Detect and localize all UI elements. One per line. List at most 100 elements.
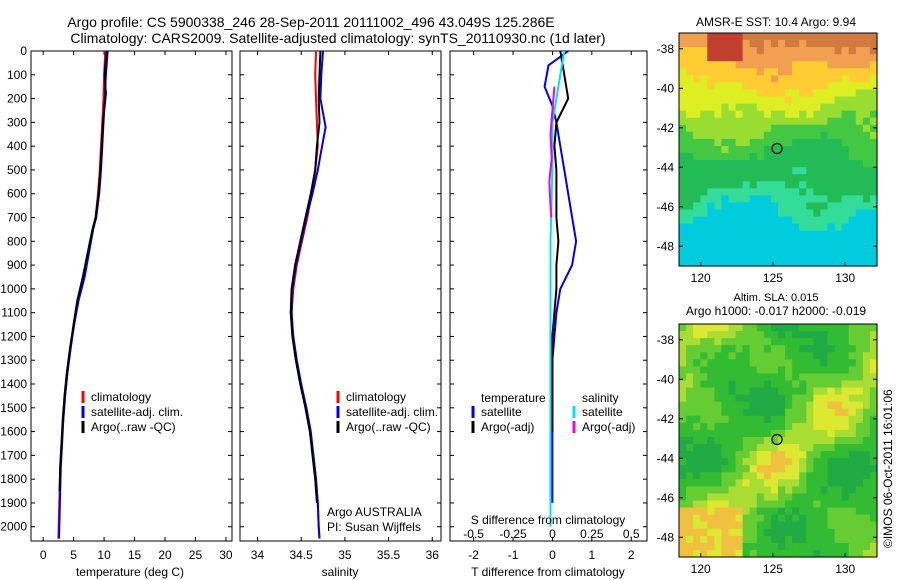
map-cell	[841, 181, 850, 189]
map-cell	[721, 493, 730, 502]
map-cell	[756, 82, 765, 91]
map-cell	[785, 331, 793, 339]
map-cell	[756, 230, 765, 239]
map-cell	[848, 359, 857, 367]
map-cell	[735, 258, 744, 267]
map-cell	[855, 345, 864, 353]
map-cell	[869, 230, 878, 239]
map-cell	[834, 465, 843, 473]
map-cell	[693, 352, 701, 360]
series-line-argo	[58, 50, 108, 492]
map-cell	[749, 258, 758, 267]
map-cell	[693, 331, 701, 339]
map-cell	[686, 535, 694, 544]
map-cell	[799, 202, 807, 211]
map-cell	[763, 542, 772, 551]
map-cell	[770, 89, 779, 98]
map-cell	[792, 345, 800, 353]
map-cell	[792, 373, 800, 382]
map-cell	[869, 244, 878, 253]
map-cell	[763, 514, 772, 523]
map-cell	[770, 181, 779, 189]
map-cell	[785, 40, 793, 48]
map-cell	[714, 380, 723, 389]
map-cell	[869, 436, 878, 445]
map-cell	[862, 33, 871, 41]
map-cell	[735, 535, 744, 544]
map-cell	[693, 422, 701, 431]
map-cell	[848, 444, 857, 452]
map-cell	[707, 415, 715, 424]
map-cell	[735, 237, 744, 246]
map-cell	[792, 61, 800, 69]
map-cell	[714, 167, 723, 175]
map-cell	[728, 380, 737, 389]
map-cell	[700, 82, 708, 91]
map-cell	[827, 209, 836, 218]
map-cell	[785, 209, 793, 218]
map-cell	[721, 373, 730, 382]
map-cell	[735, 359, 744, 367]
map-cell	[728, 408, 737, 417]
t-difference-label: T difference from climatology	[471, 565, 625, 579]
map-cell	[806, 237, 814, 246]
map-cell	[799, 174, 807, 182]
map-cell	[834, 188, 843, 196]
map-cell	[728, 61, 737, 69]
map-cell	[707, 387, 715, 396]
map-cell	[714, 258, 723, 267]
map-cell	[862, 209, 871, 218]
map-cell	[742, 40, 751, 48]
map-cell	[813, 258, 822, 267]
annotation-institution: Argo AUSTRALIA	[327, 505, 422, 519]
map-cell	[693, 415, 701, 424]
map-cell	[841, 138, 850, 147]
map-cell	[792, 153, 800, 161]
map-cell	[735, 422, 744, 431]
map-cell	[799, 444, 807, 452]
map-cell	[827, 138, 836, 147]
map-cell	[763, 167, 772, 175]
map-cell	[686, 47, 694, 55]
map-cell	[813, 331, 822, 339]
map-cell	[679, 345, 687, 353]
map-cell	[756, 174, 765, 182]
map-cell	[813, 444, 822, 452]
map-cell	[778, 486, 786, 495]
map-cell	[707, 195, 715, 204]
map-cell	[735, 458, 744, 466]
map-cell	[827, 493, 836, 502]
map-cell	[721, 237, 730, 246]
map-cell	[749, 387, 758, 396]
map-cell	[841, 174, 850, 182]
map-cell	[855, 145, 864, 154]
map-cell	[679, 444, 687, 452]
map-cell	[841, 216, 850, 225]
map-cell	[813, 451, 822, 459]
map-cell	[679, 75, 687, 84]
map-cell	[806, 493, 814, 502]
map-cell	[827, 458, 836, 466]
map-cell	[799, 422, 807, 431]
lat-tick-label: -38	[657, 42, 675, 56]
map-cell	[770, 535, 779, 544]
map-cell	[827, 167, 836, 175]
map-cell	[862, 89, 871, 98]
map-cell	[749, 167, 758, 175]
map-cell	[707, 542, 715, 551]
map-cell	[763, 408, 772, 417]
map-cell	[742, 507, 751, 516]
map-cell	[813, 422, 822, 431]
x-tick-label: 15	[128, 548, 142, 562]
map-cell	[806, 366, 814, 375]
x-tick-label: 2	[628, 548, 635, 562]
map-cell	[707, 401, 715, 410]
map-cell	[679, 138, 687, 147]
map-cell	[700, 68, 708, 76]
map-cell	[707, 82, 715, 91]
map-cell	[770, 451, 779, 459]
map-cell	[862, 82, 871, 91]
map-cell	[700, 500, 708, 509]
map-cell	[869, 174, 878, 182]
map-cell	[806, 89, 814, 98]
